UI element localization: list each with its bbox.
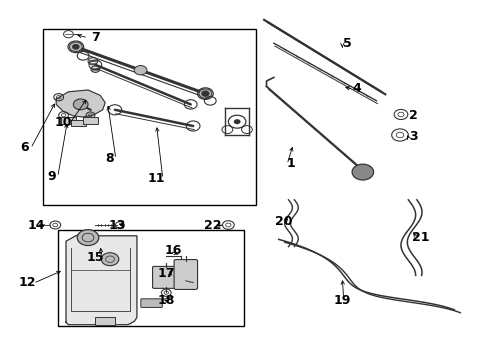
Text: 12: 12: [18, 276, 36, 289]
FancyBboxPatch shape: [174, 260, 197, 289]
Bar: [83, 117, 98, 124]
Text: 9: 9: [47, 170, 56, 183]
Text: 16: 16: [164, 244, 182, 257]
Circle shape: [233, 119, 240, 124]
Circle shape: [72, 44, 79, 49]
Circle shape: [134, 66, 146, 75]
Circle shape: [73, 99, 88, 110]
Bar: [58, 230, 243, 326]
Circle shape: [77, 230, 99, 246]
Bar: [43, 29, 255, 205]
Bar: [95, 317, 115, 325]
Circle shape: [202, 91, 208, 96]
Text: 8: 8: [105, 152, 114, 165]
FancyBboxPatch shape: [152, 266, 180, 288]
Circle shape: [69, 42, 82, 51]
Circle shape: [88, 58, 98, 65]
Text: 5: 5: [342, 37, 351, 50]
Polygon shape: [56, 90, 105, 117]
Text: 14: 14: [28, 219, 45, 231]
Bar: [71, 120, 85, 126]
Circle shape: [101, 253, 119, 266]
Text: 22: 22: [203, 219, 221, 231]
Text: 15: 15: [86, 251, 104, 264]
Text: 6: 6: [20, 141, 29, 154]
Bar: [61, 117, 76, 124]
Text: 17: 17: [157, 267, 175, 280]
Text: 18: 18: [157, 294, 175, 307]
Circle shape: [91, 66, 100, 72]
Text: 2: 2: [408, 109, 417, 122]
Text: 20: 20: [274, 215, 292, 228]
Text: 3: 3: [408, 130, 417, 143]
Text: 19: 19: [333, 294, 350, 307]
Circle shape: [199, 89, 211, 98]
Text: 4: 4: [352, 82, 361, 95]
Text: 7: 7: [91, 31, 100, 44]
Text: 13: 13: [108, 219, 126, 231]
Circle shape: [351, 164, 373, 180]
FancyBboxPatch shape: [141, 299, 162, 307]
Text: 21: 21: [411, 231, 428, 244]
Text: 10: 10: [55, 116, 72, 129]
Polygon shape: [66, 234, 137, 325]
Text: 1: 1: [286, 157, 295, 170]
Text: 11: 11: [147, 172, 165, 185]
